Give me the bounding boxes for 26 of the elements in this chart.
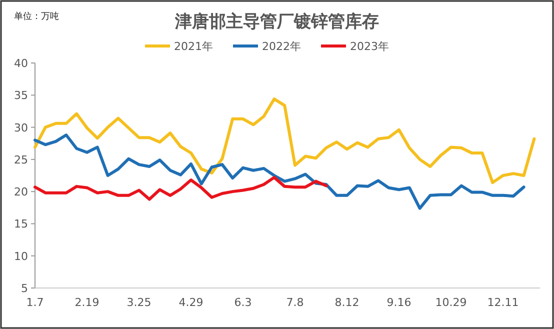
legend-label: 2023年: [350, 40, 389, 53]
y-tick-label: 40: [14, 57, 28, 70]
x-tick-label: 2.19: [74, 296, 100, 309]
x-tick-label: 9.16: [386, 296, 412, 309]
line-series: [34, 134, 526, 210]
x-tick-label: 3.25: [126, 296, 152, 309]
y-tick-label: 20: [14, 186, 28, 199]
y-tick-label: 25: [14, 153, 28, 166]
chart-title: 津唐邯主导管厂镀锌管库存: [174, 12, 379, 32]
line-series: [34, 176, 328, 201]
y-tick-label: 5: [21, 282, 28, 295]
y-tick-label: 10: [14, 250, 28, 263]
line-series: [34, 98, 536, 184]
y-tick-label: 15: [14, 218, 28, 231]
y-tick-label: 35: [14, 89, 28, 102]
x-tick-label: 10.29: [435, 296, 467, 309]
x-tick-label: 8.12: [334, 296, 360, 309]
x-tick-label: 4.29: [178, 296, 204, 309]
legend-label: 2021年: [174, 40, 213, 53]
text: 单位：万吨: [14, 11, 59, 22]
x-tick-label: 7.8: [286, 296, 304, 309]
x-tick-label: 1.7: [26, 296, 44, 309]
x-tick-label: 12.11: [487, 296, 519, 309]
y-tick-label: 30: [14, 121, 28, 134]
legend-label: 2022年: [262, 40, 301, 53]
x-tick-label: 6.3: [234, 296, 252, 309]
